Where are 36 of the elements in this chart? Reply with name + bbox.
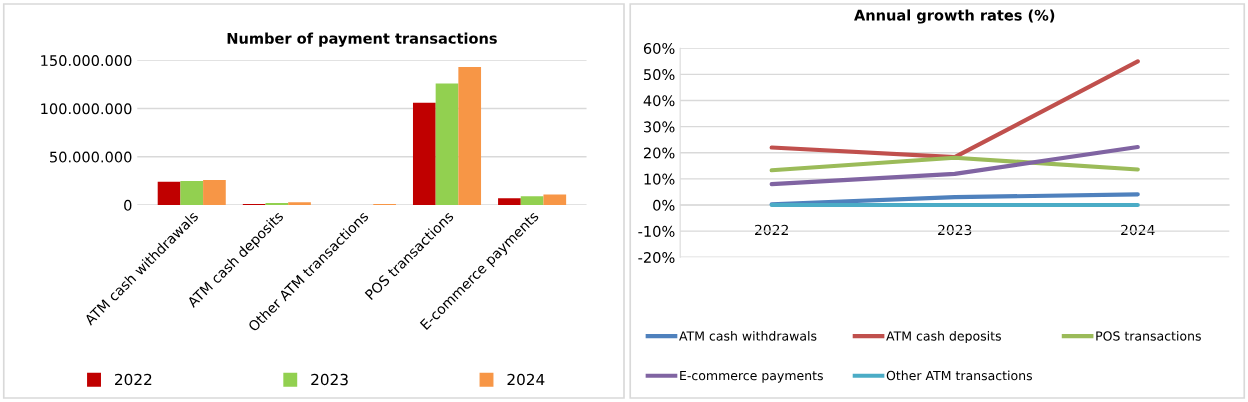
- legend-label: 2022: [115, 373, 152, 386]
- y-tick-label: 10%: [644, 173, 675, 185]
- x-tick-label: 2023: [938, 224, 972, 236]
- x-tick-label: 2024: [1121, 224, 1155, 236]
- legend-label: 2023: [311, 373, 348, 386]
- y-tick-label: 50.000.000: [50, 151, 132, 163]
- y-tick-label: -10%: [638, 225, 675, 237]
- legend-label: E-commerce payments: [680, 371, 823, 383]
- y-tick-label: 0%: [653, 199, 675, 211]
- y-tick-label: 60%: [643, 42, 675, 54]
- chart-title: Annual growth rates (%): [854, 9, 1055, 24]
- bar: [180, 180, 204, 206]
- bar: [520, 196, 544, 206]
- legend-label: ATM cash withdrawals: [679, 331, 817, 341]
- bar: [458, 67, 482, 206]
- y-tick-label: 40%: [643, 95, 675, 107]
- y-tick-label: 20%: [643, 147, 675, 159]
- legend-label: 2024: [507, 373, 545, 386]
- bar: [543, 194, 567, 206]
- y-tick-label: 30%: [644, 121, 675, 133]
- chart-title: Number of payment transactions: [227, 32, 497, 47]
- legend-label: POS transactions: [1096, 331, 1201, 341]
- bar: [435, 83, 459, 206]
- y-tick-label: 0: [124, 199, 132, 211]
- legend-label: Other ATM transactions: [886, 370, 1032, 381]
- x-tick-label: 2022: [755, 224, 788, 236]
- y-tick-label: 150.000.000: [41, 55, 132, 67]
- bar: [203, 179, 226, 206]
- y-tick-label: 100.000.000: [41, 103, 132, 115]
- y-tick-label: 50%: [644, 69, 675, 81]
- bar: [412, 102, 436, 206]
- legend-label: ATM cash deposits: [886, 331, 1001, 344]
- y-tick-label: -20%: [638, 252, 675, 264]
- bar: [498, 198, 521, 206]
- bar: [157, 181, 181, 206]
- bar: [288, 202, 311, 206]
